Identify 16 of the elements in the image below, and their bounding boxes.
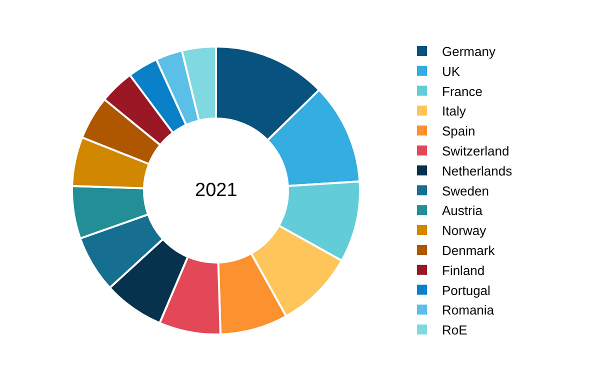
legend-label: France: [442, 84, 482, 99]
text: 2021: [195, 180, 238, 201]
legend-label: Romania: [442, 302, 495, 318]
legend-label: Italy: [442, 104, 466, 119]
legend-label: Spain: [442, 124, 476, 139]
legend-label: Norway: [442, 223, 487, 238]
legend-label: Germany: [442, 44, 496, 60]
legend-label: Sweden: [442, 183, 489, 198]
legend-label: RoE: [442, 322, 468, 338]
legend-label: Denmark: [442, 243, 496, 258]
legend-label: Switzerland: [442, 144, 510, 159]
legend-label: Portugal: [442, 282, 491, 298]
legend-label: Finland: [442, 262, 485, 278]
legend-label: UK: [442, 64, 460, 79]
legend-label: Austria: [442, 203, 484, 218]
legend-label: Netherlands: [442, 163, 513, 178]
